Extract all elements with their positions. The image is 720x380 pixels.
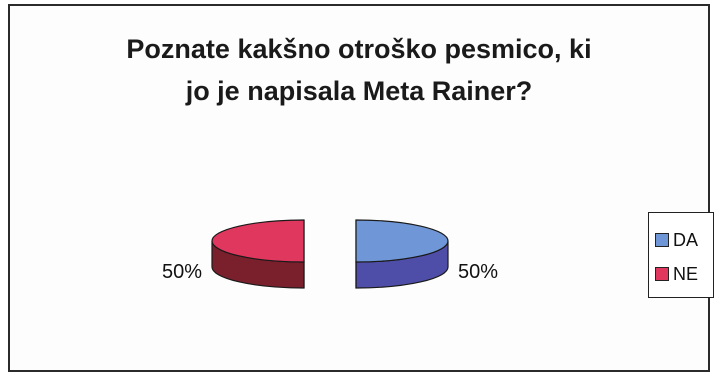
legend-item-da: DA <box>655 223 713 257</box>
pie-value-label-ne: 50% <box>162 261 202 283</box>
pie-slice-top-ne <box>211 219 305 263</box>
legend-swatch-ne <box>655 267 669 281</box>
chart-frame: Poznate kakšno otroško pesmico, ki jo je… <box>8 4 714 372</box>
legend-item-ne: NE <box>655 257 713 291</box>
legend-label-da: DA <box>673 229 699 250</box>
chart-title: Poznate kakšno otroško pesmico, ki jo je… <box>126 34 592 106</box>
pie-slice-top-da <box>355 219 449 263</box>
legend-swatch-da <box>655 233 669 247</box>
legend: DA NE <box>648 212 714 298</box>
pie-plot: 50% 50% <box>162 219 498 289</box>
legend-label-ne: NE <box>673 263 699 284</box>
pie-value-label-da: 50% <box>458 261 498 283</box>
